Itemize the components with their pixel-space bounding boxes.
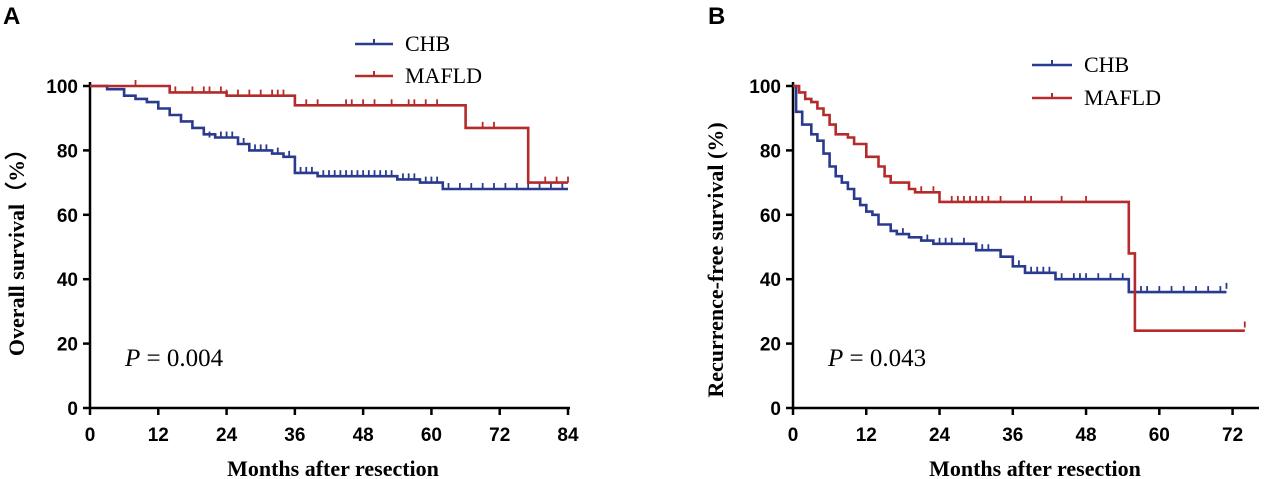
panel-b-p-value: P = 0.043 bbox=[827, 345, 926, 372]
panel-letter-a: A bbox=[3, 3, 20, 30]
panel-a-y-tick-label: 20 bbox=[57, 335, 78, 356]
panel-b-p-label: P bbox=[827, 345, 843, 372]
panel-b-y-tick-label: 60 bbox=[760, 206, 781, 227]
panel-a-y-tick-label: 0 bbox=[67, 399, 78, 420]
panel-a-x-tick-label: 84 bbox=[557, 425, 579, 446]
panel-b-mafld-curve bbox=[793, 84, 1245, 332]
panel-a-y-axis-title: Overall survival（%） bbox=[4, 138, 29, 356]
panel-b-x-tick-label: 0 bbox=[788, 425, 799, 446]
panel-a-mafld-curve bbox=[90, 84, 568, 184]
panel-a-p-value: P = 0.004 bbox=[124, 345, 224, 372]
svg-text:P = 0.004: P = 0.004 bbox=[124, 345, 224, 372]
panel-b-y-tick-label: 20 bbox=[760, 335, 781, 356]
panel-b-p-text: = 0.043 bbox=[850, 345, 927, 372]
panel-a-legend-chb: CHB bbox=[355, 31, 450, 56]
panel-b-x-tick-label: 72 bbox=[1222, 425, 1243, 446]
panel-a: A Overall survival（%） Months after resec… bbox=[3, 3, 579, 479]
panel-a-x-tick-label: 0 bbox=[85, 425, 96, 446]
panel-b-legend-chb-label: CHB bbox=[1084, 52, 1129, 77]
panel-b-y-tick-label: 0 bbox=[770, 399, 781, 420]
panel-a-legend: CHB MAFLD bbox=[355, 31, 482, 88]
panel-b-x-axis-title: Months after resection bbox=[929, 456, 1141, 479]
svg-text:P = 0.043: P = 0.043 bbox=[827, 345, 926, 372]
panel-b-plot: 0 12 24 36 48 60 72 0 20 40 60 80 100 bbox=[749, 77, 1259, 446]
panel-b-x-tick-label: 12 bbox=[856, 425, 877, 446]
panel-a-x-tick-label: 36 bbox=[284, 425, 305, 446]
panel-a-x-tick-label: 48 bbox=[353, 425, 374, 446]
panel-b-chb-curve bbox=[793, 84, 1227, 294]
panel-b-y-tick-label: 40 bbox=[760, 270, 781, 291]
panel-b-legend-mafld-label: MAFLD bbox=[1084, 85, 1161, 110]
panel-letter-b: B bbox=[708, 3, 725, 30]
panel-b-y-tick-label: 80 bbox=[760, 141, 781, 162]
panel-a-y-tick-label: 80 bbox=[57, 141, 78, 162]
panel-b-x-tick-label: 60 bbox=[1149, 425, 1170, 446]
panel-a-y-tick-label: 60 bbox=[57, 206, 78, 227]
panel-b-x-tick-label: 48 bbox=[1075, 425, 1096, 446]
panel-b-y-axis-title: Recurrence-free survival (%) bbox=[703, 122, 728, 397]
panel-b-x-tick-label: 24 bbox=[929, 425, 951, 446]
panel-b-legend: CHB MAFLD bbox=[1032, 52, 1161, 110]
panel-a-legend-mafld: MAFLD bbox=[355, 63, 482, 88]
panel-a-x-tick-label: 12 bbox=[148, 425, 169, 446]
panel-a-p-text: = 0.004 bbox=[147, 345, 224, 372]
panel-a-x-axis-title: Months after resection bbox=[227, 456, 439, 479]
panel-a-y-tick-label: 100 bbox=[46, 77, 78, 98]
panel-a-chb-curve bbox=[90, 84, 568, 191]
panel-a-p-label: P bbox=[124, 345, 140, 372]
panel-b-legend-mafld: MAFLD bbox=[1032, 85, 1161, 110]
panel-b-legend-chb: CHB bbox=[1032, 52, 1129, 77]
panel-b-x-tick-label: 36 bbox=[1002, 425, 1023, 446]
panel-a-legend-mafld-label: MAFLD bbox=[405, 63, 482, 88]
panel-a-y-tick-label: 40 bbox=[57, 270, 78, 291]
panel-a-legend-chb-label: CHB bbox=[405, 31, 450, 56]
panel-a-x-tick-label: 72 bbox=[489, 425, 510, 446]
panel-a-x-tick-label: 24 bbox=[216, 425, 238, 446]
panel-a-plot: 0 12 24 36 48 60 72 84 0 20 40 60 80 100 bbox=[46, 77, 579, 446]
panel-b-y-tick-label: 100 bbox=[749, 77, 781, 98]
panel-b: B Recurrence-free survival (%) Months af… bbox=[703, 3, 1259, 479]
panel-a-x-tick-label: 60 bbox=[421, 425, 442, 446]
